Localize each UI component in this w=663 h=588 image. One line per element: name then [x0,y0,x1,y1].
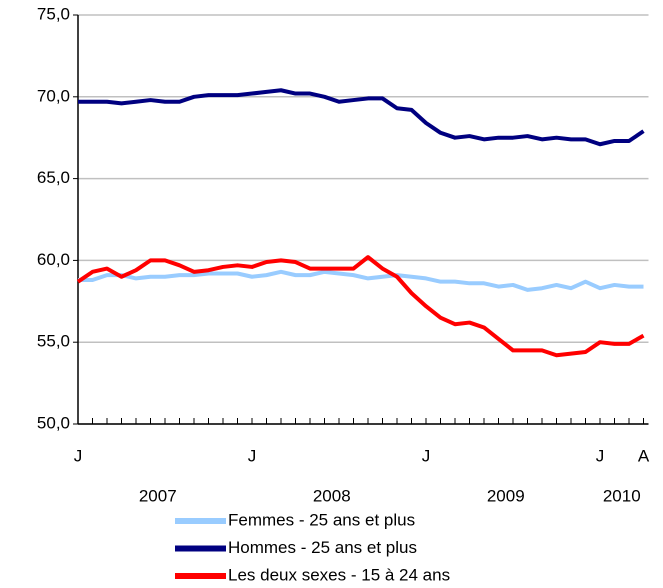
legend-label: Les deux sexes - 15 à 24 ans [228,565,450,584]
x-tick-label: J [248,446,257,465]
y-tick-label: 65,0 [37,168,70,187]
series-line [76,255,645,358]
x-tick-label: J [422,446,431,465]
y-tick-label: 70,0 [37,86,70,105]
x-group-label: 2010 [603,486,641,505]
legend-label: Femmes - 25 ans et plus [228,510,415,529]
series-line [78,88,645,147]
x-group-label: 2007 [139,486,177,505]
x-tick-label: J [596,446,605,465]
x-group-label: 2009 [487,486,525,505]
x-group-label: 2008 [313,486,351,505]
series-line [78,269,644,292]
y-tick-label: 55,0 [37,332,70,351]
x-tick-label: A [638,446,650,465]
y-tick-label: 75,0 [37,4,70,23]
y-tick-label: 60,0 [37,250,70,269]
x-tick-label: J [74,446,83,465]
legend-label: Hommes - 25 ans et plus [228,538,417,557]
y-tick-label: 50,0 [37,413,70,432]
